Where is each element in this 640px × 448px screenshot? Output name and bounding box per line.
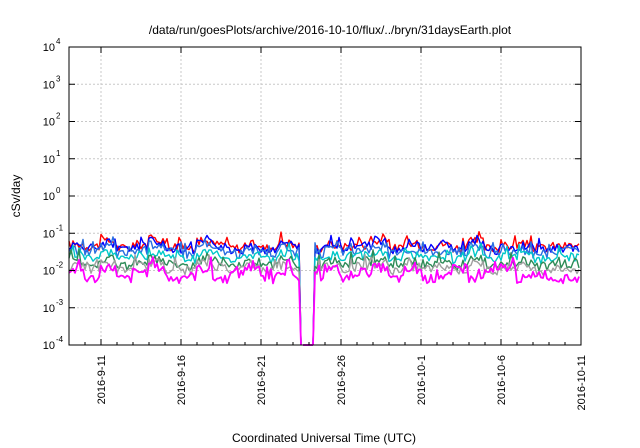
x-axis-label: Coordinated Universal Time (UTC) (232, 431, 416, 445)
x-tick-label: 2016-9-16 (176, 355, 188, 405)
x-tick-label: 2016-10-6 (496, 355, 508, 405)
y-tick-label: 10 (43, 340, 55, 352)
y-tick-label: 10 (43, 303, 55, 315)
y-tick-exponent: 0 (56, 186, 61, 195)
x-axis: 2016-9-11 2016-9-16 2016-9-21 2016-9-26 2016… (68, 47, 588, 410)
y-tick-exponent: 1 (56, 149, 61, 158)
x-tick-label: 2016-10-1 (416, 355, 428, 405)
data-series (68, 231, 580, 346)
y-tick-exponent: -3 (56, 298, 64, 307)
chart-title: /data/run/goesPlots/archive/2016-10-10/f… (149, 23, 512, 37)
series-line (68, 242, 580, 346)
x-tick-label: 2016-9-21 (256, 355, 268, 405)
y-tick-label: 10 (43, 117, 55, 129)
y-tick-exponent: 4 (56, 37, 61, 46)
grid-lines (69, 47, 581, 345)
y-tick-exponent: 2 (56, 112, 61, 121)
y-tick-label: 10 (43, 266, 55, 278)
x-tick-label: 2016-9-26 (336, 355, 348, 405)
x-tick-label: 2016-9-11 (96, 355, 108, 404)
y-tick-label: 10 (43, 228, 55, 240)
y-tick-label: 10 (43, 79, 55, 91)
y-tick-label: 10 (43, 42, 55, 54)
y-tick-exponent: -4 (56, 335, 64, 344)
y-axis-label: cSv/day (9, 175, 23, 218)
x-tick-label: 2016-10-11 (576, 355, 588, 410)
y-tick-exponent: -1 (56, 223, 64, 232)
y-tick-exponent: -2 (56, 261, 64, 270)
y-tick-exponent: 3 (56, 74, 61, 83)
y-tick-label: 10 (43, 154, 55, 166)
y-tick-label: 10 (43, 191, 55, 203)
